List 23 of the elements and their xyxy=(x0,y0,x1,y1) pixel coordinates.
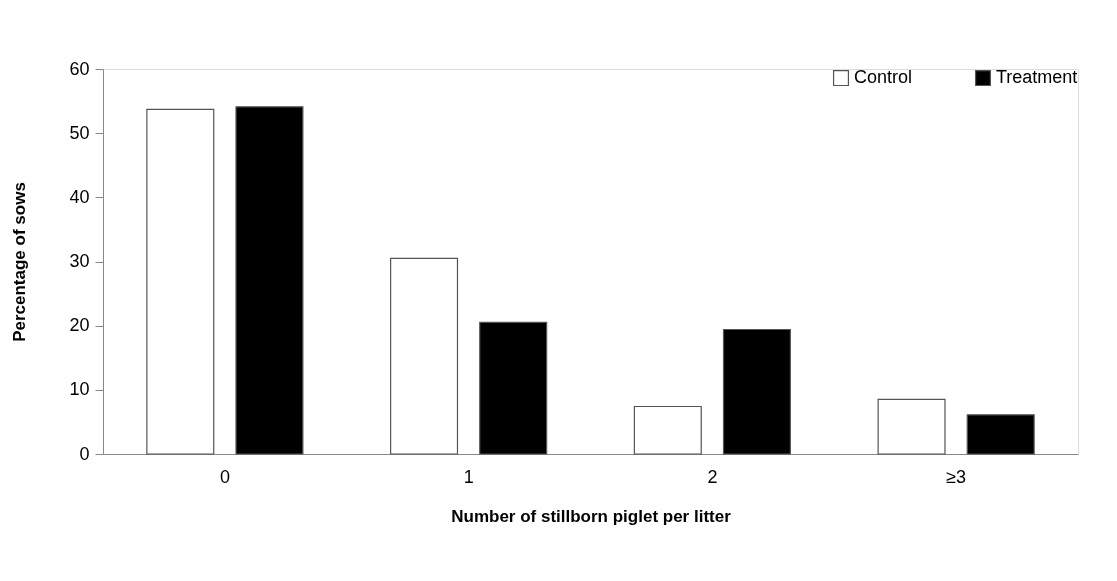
y-tick-label: 10 xyxy=(69,379,90,400)
x-tick-label: 0 xyxy=(219,466,230,487)
bar xyxy=(633,405,702,455)
y-tick-label: 60 xyxy=(69,58,90,79)
x-tick-label: 2 xyxy=(707,466,718,487)
bar xyxy=(877,398,946,455)
y-axis-title: Percentage of sows xyxy=(10,182,30,342)
x-axis-title: Number of stillborn piglet per litter xyxy=(451,506,732,526)
bar xyxy=(235,106,304,455)
y-tick-label: 50 xyxy=(69,122,90,143)
legend-label: Control xyxy=(854,67,913,88)
y-tick-label: 0 xyxy=(79,443,90,464)
y-tick-label: 40 xyxy=(69,186,90,207)
legend-label: Treatment xyxy=(996,67,1078,88)
x-tick-label: ≥3 xyxy=(946,466,967,487)
x-tick-label: 1 xyxy=(463,466,474,487)
bar xyxy=(966,414,1035,455)
y-tick-label: 20 xyxy=(69,315,90,336)
bar xyxy=(390,257,459,455)
bar xyxy=(479,321,548,455)
bar xyxy=(146,108,215,455)
y-tick-label: 30 xyxy=(69,251,90,271)
bar xyxy=(722,328,791,455)
